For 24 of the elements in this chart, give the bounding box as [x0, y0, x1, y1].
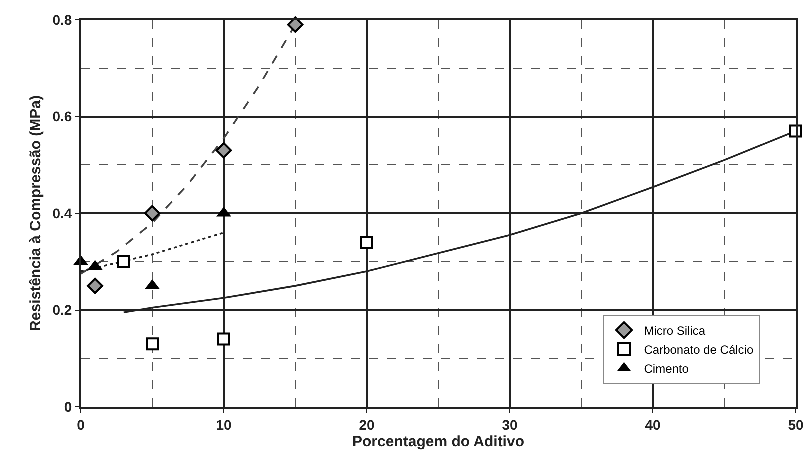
point	[360, 236, 374, 250]
point	[218, 332, 230, 346]
x-axis-title: Porcentagem do Aditivo	[352, 433, 524, 450]
y-tick-label: 0.6	[52, 108, 72, 125]
point	[117, 255, 130, 268]
point	[287, 16, 304, 33]
x-tick-label: 30	[502, 416, 518, 433]
point	[146, 338, 159, 351]
x-tick-label: 40	[645, 416, 661, 433]
point	[216, 142, 232, 159]
legend-label: Cimento	[644, 362, 690, 376]
y-tick-label: 0.2	[52, 302, 72, 318]
x-tick-label: 10	[216, 416, 232, 433]
legend-label: Micro Silica	[644, 324, 706, 338]
y-tick-label: 0.4	[52, 205, 72, 222]
y-tick-label: 0	[64, 398, 72, 415]
point	[144, 205, 161, 222]
x-tick-label: 0	[77, 416, 86, 433]
y-tick-label: 0.8	[52, 12, 72, 28]
x-tick-label: 20	[359, 416, 375, 433]
point	[87, 278, 104, 294]
y-axis-title: Resistência à Compressão (MPa)	[27, 96, 44, 332]
legend-label: Carbonato de Cálcio	[644, 342, 754, 357]
x-tick-label: 50	[788, 416, 804, 433]
